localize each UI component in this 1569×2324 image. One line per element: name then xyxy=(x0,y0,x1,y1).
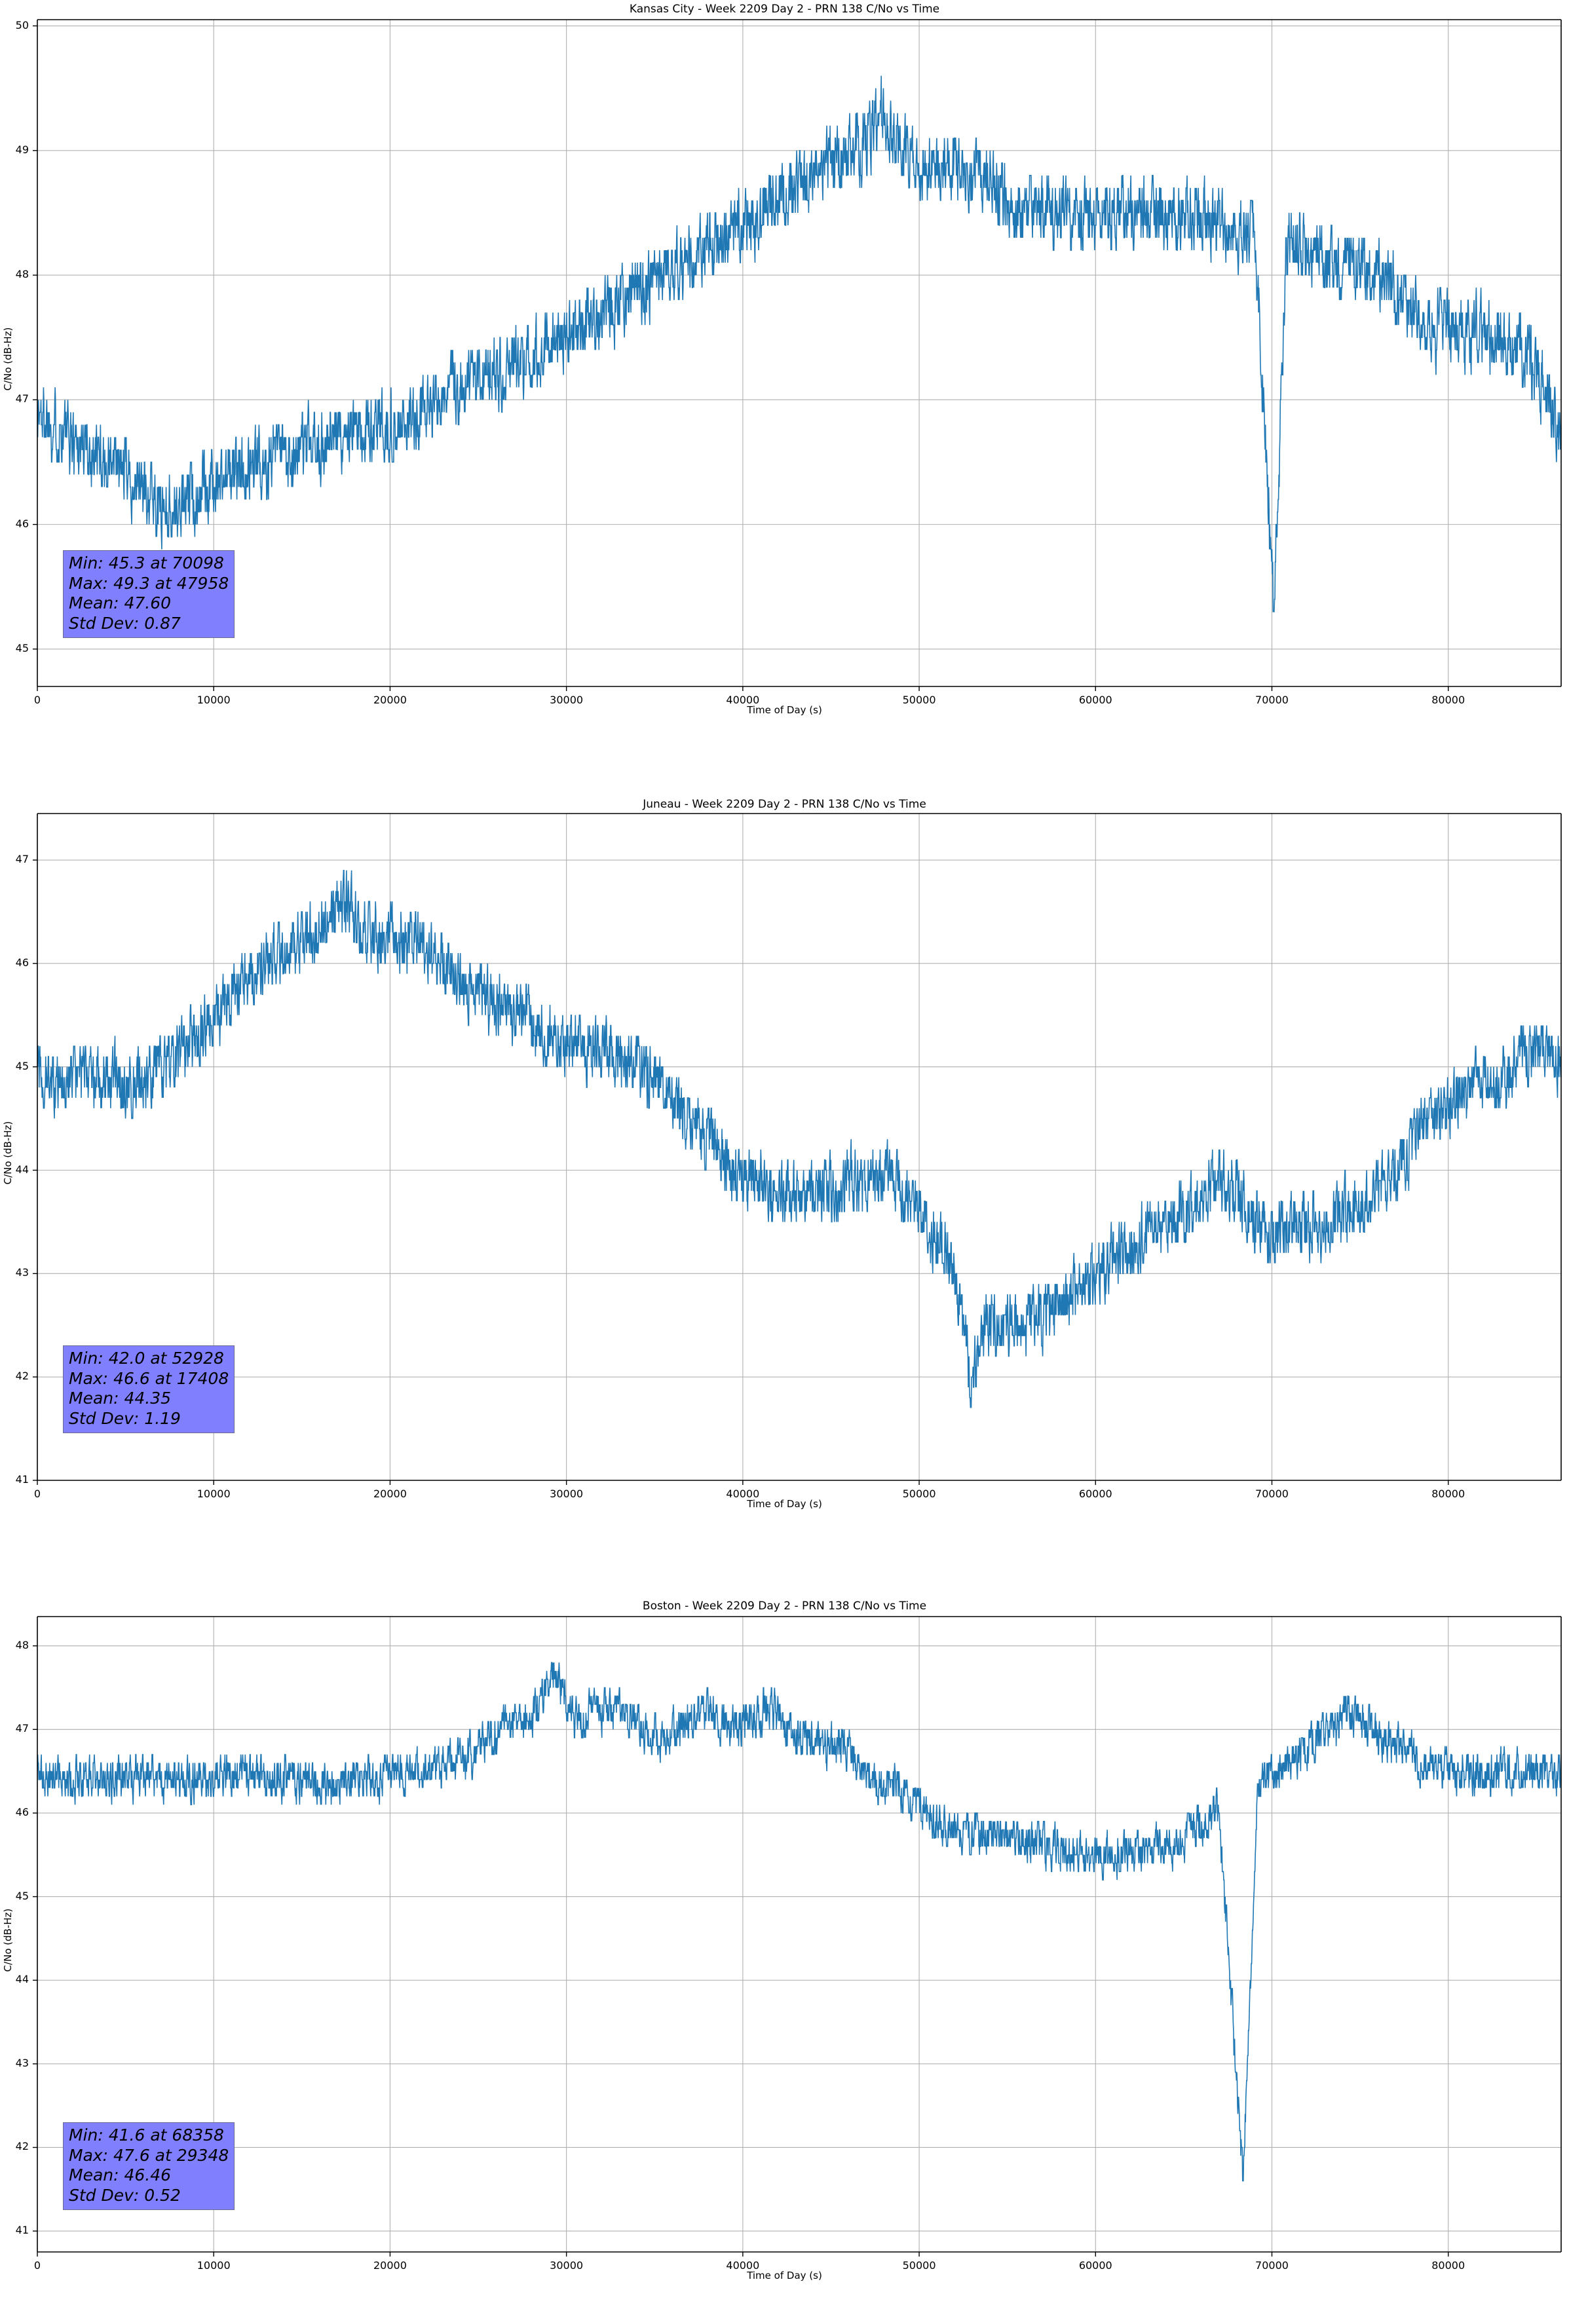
y-tick-label: 41 xyxy=(15,1473,29,1486)
y-tick-label: 47 xyxy=(15,853,29,866)
x-tick-label: 20000 xyxy=(373,2259,407,2272)
tick-marks xyxy=(33,859,1449,1485)
y-tick-label: 50 xyxy=(15,18,29,31)
stats-stddev: Std Dev: 0.87 xyxy=(69,613,181,633)
chart-title-juneau: Juneau - Week 2209 Day 2 - PRN 138 C/No … xyxy=(643,798,926,811)
stats-mean: Mean: 46.46 xyxy=(69,2165,172,2184)
x-tick-label: 10000 xyxy=(197,694,231,706)
y-tick-label: 45 xyxy=(15,641,29,654)
x-tick-label: 40000 xyxy=(726,1488,760,1500)
y-tick-label: 42 xyxy=(15,1370,29,1383)
y-tick-label: 46 xyxy=(15,1805,29,1818)
y-tick-label: 43 xyxy=(15,2056,29,2069)
y-axis-label-kansas-city: C/No (dB-Hz) xyxy=(2,327,14,391)
stats-max: Max: 46.6 at 17408 xyxy=(69,1368,229,1388)
x-tick-label: 80000 xyxy=(1431,1488,1465,1500)
x-tick-label: 0 xyxy=(33,1488,41,1500)
stats-stddev: Std Dev: 1.19 xyxy=(69,1408,181,1428)
axis-spines xyxy=(37,1616,1562,2253)
axis-spines xyxy=(37,19,1562,687)
stats-stddev: Std Dev: 0.52 xyxy=(69,2185,181,2205)
tick-marks xyxy=(33,25,1449,691)
stats-mean: Mean: 44.35 xyxy=(69,1389,172,1408)
plot-area-kansas-city xyxy=(33,19,1562,691)
y-tick-label: 43 xyxy=(15,1266,29,1279)
chart-panel-juneau: Juneau - Week 2209 Day 2 - PRN 138 C/No … xyxy=(0,773,1569,1585)
x-tick-label: 30000 xyxy=(550,2259,584,2272)
stats-max: Max: 49.3 at 47958 xyxy=(69,573,229,593)
x-tick-label: 10000 xyxy=(197,2259,231,2272)
x-tick-label: 20000 xyxy=(373,694,407,706)
x-tick-label: 0 xyxy=(33,2259,41,2272)
x-tick-label: 30000 xyxy=(550,1488,584,1500)
y-tick-label: 46 xyxy=(15,956,29,969)
y-axis-label-juneau: C/No (dB-Hz) xyxy=(2,1121,14,1185)
stats-min: Min: 41.6 at 68358 xyxy=(69,2126,224,2145)
stats-min: Min: 45.3 at 70098 xyxy=(69,553,224,572)
x-tick-label: 40000 xyxy=(726,2259,760,2272)
x-tick-label: 70000 xyxy=(1255,1488,1289,1500)
grid-lines xyxy=(37,20,1561,686)
grid-lines xyxy=(37,1617,1561,2252)
x-tick-label: 10000 xyxy=(197,1488,231,1500)
chart-panel-kansas-city: Kansas City - Week 2209 Day 2 - PRN 138 … xyxy=(0,0,1569,766)
tick-marks xyxy=(33,1645,1449,2257)
y-tick-label: 49 xyxy=(15,143,29,156)
x-tick-label: 70000 xyxy=(1255,2259,1289,2272)
chart-title-kansas-city: Kansas City - Week 2209 Day 2 - PRN 138 … xyxy=(629,3,940,16)
data-trace xyxy=(37,1662,1561,2182)
stats-max: Max: 47.6 at 29348 xyxy=(69,2145,229,2165)
stats-annotation-juneau: Min: 42.0 at 52928 Max: 46.6 at 17408 Me… xyxy=(63,1345,235,1433)
x-tick-label: 50000 xyxy=(902,1488,936,1500)
x-axis-label-boston: Time of Day (s) xyxy=(747,2270,822,2281)
x-axis-label-kansas-city: Time of Day (s) xyxy=(747,704,822,716)
x-tick-label: 70000 xyxy=(1255,694,1289,706)
x-tick-label: 20000 xyxy=(373,1488,407,1500)
stats-annotation-boston: Min: 41.6 at 68358 Max: 47.6 at 29348 Me… xyxy=(63,2122,235,2210)
y-tick-label: 47 xyxy=(15,1722,29,1735)
x-tick-label: 60000 xyxy=(1078,694,1112,706)
chart-panel-boston: Boston - Week 2209 Day 2 - PRN 138 C/No … xyxy=(0,1585,1569,2324)
stats-mean: Mean: 47.60 xyxy=(69,593,172,612)
x-tick-label: 40000 xyxy=(726,694,760,706)
stats-annotation-kansas-city: Min: 45.3 at 70098 Max: 49.3 at 47958 Me… xyxy=(63,550,235,638)
y-tick-label: 45 xyxy=(15,1889,29,1902)
y-tick-label: 45 xyxy=(15,1059,29,1072)
y-tick-label: 44 xyxy=(15,1973,29,1986)
x-tick-label: 60000 xyxy=(1078,2259,1112,2272)
chart-title-boston: Boston - Week 2209 Day 2 - PRN 138 C/No … xyxy=(642,1600,927,1613)
stats-min: Min: 42.0 at 52928 xyxy=(69,1349,224,1368)
x-tick-label: 80000 xyxy=(1431,694,1465,706)
x-tick-label: 30000 xyxy=(550,694,584,706)
plot-area-boston xyxy=(33,1616,1562,2257)
x-axis-label-juneau: Time of Day (s) xyxy=(747,1498,822,1510)
axis-spines xyxy=(37,813,1562,1481)
data-trace xyxy=(37,870,1561,1408)
x-tick-label: 80000 xyxy=(1431,2259,1465,2272)
plot-area-juneau xyxy=(33,813,1562,1485)
y-tick-label: 48 xyxy=(15,1638,29,1651)
y-tick-label: 41 xyxy=(15,2224,29,2237)
data-trace xyxy=(37,75,1561,612)
y-tick-label: 42 xyxy=(15,2140,29,2153)
x-tick-label: 0 xyxy=(33,694,41,706)
y-tick-label: 44 xyxy=(15,1163,29,1176)
grid-lines xyxy=(37,814,1561,1481)
y-tick-label: 46 xyxy=(15,517,29,530)
y-tick-label: 47 xyxy=(15,392,29,405)
y-tick-label: 48 xyxy=(15,268,29,281)
x-tick-label: 50000 xyxy=(902,2259,936,2272)
y-axis-label-boston: C/No (dB-Hz) xyxy=(2,1908,14,1972)
x-tick-label: 50000 xyxy=(902,694,936,706)
x-tick-label: 60000 xyxy=(1078,1488,1112,1500)
